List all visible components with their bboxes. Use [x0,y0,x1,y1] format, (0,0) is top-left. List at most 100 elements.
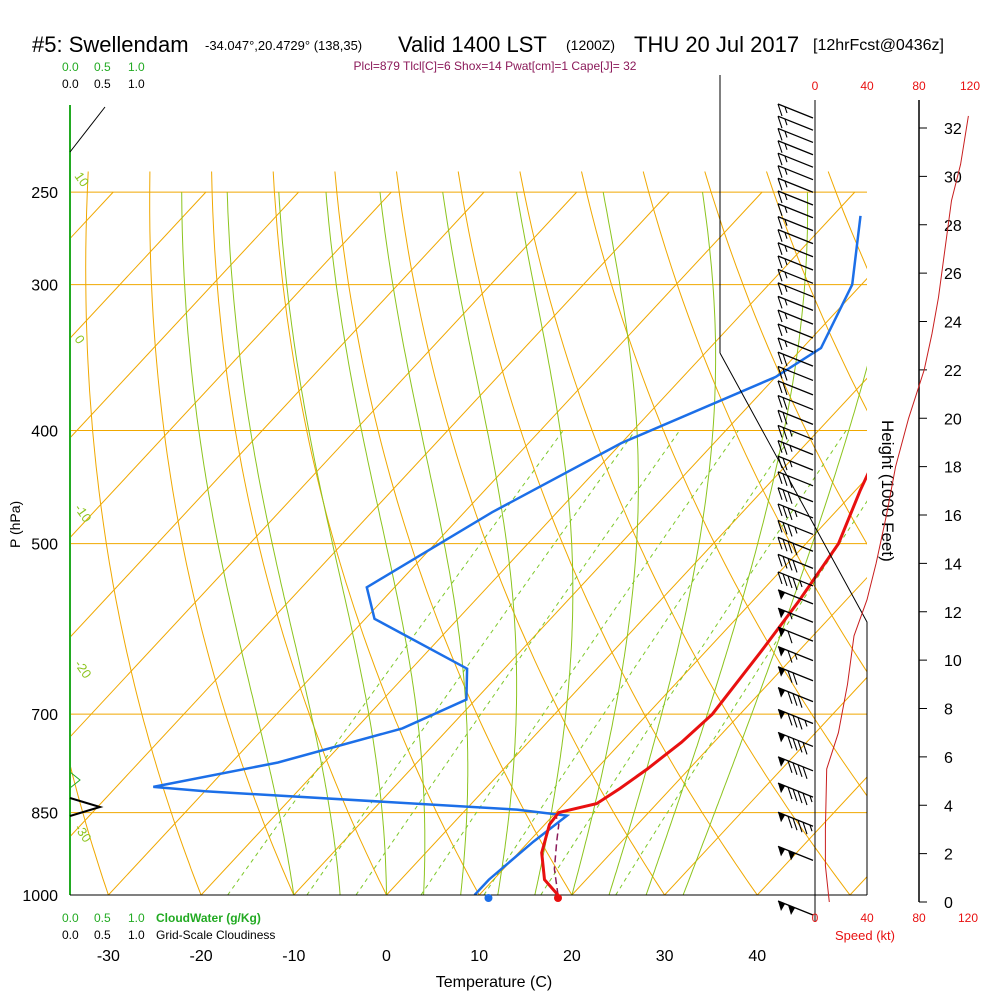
wind-barb-shaft [777,394,814,411]
wind-barbs [777,103,814,916]
wind-barb-half-flag [794,653,798,660]
wind-barb-shaft [777,487,814,503]
isotherm-line [943,192,1000,895]
pressure-label-850: 850 [31,806,58,823]
mixing-ratio-line-5 [420,430,739,895]
height-label-10: 10 [944,653,962,670]
dry-adiabat-lines: 100-10-20-30 [70,169,867,895]
wind-barb [777,756,814,779]
wind-barb-flag [777,520,783,533]
wind-barb-flag [777,537,783,550]
wind-barb-flag [787,650,793,663]
wind-barb-shaft [777,687,814,703]
sounding-traces [153,215,867,895]
cloud-scale-bottom: 0.0 0.5 1.0 CloudWater (g/Kg) 0.0 0.5 1.… [62,911,275,942]
height-label-26: 26 [944,266,962,283]
wind-barb [777,455,814,471]
wind-barb-shaft [777,536,814,552]
speed-tick-bottom-0: 0 [812,911,819,925]
wind-barb-flag [777,282,783,295]
cloudwater-bottom-tick-2: 1.0 [128,911,145,925]
dry-adiabat-line [396,171,666,895]
wind-barb [777,589,814,605]
cloud-marker-green [69,770,81,790]
wind-barb-flag [787,736,793,749]
wind-barb-shaft [777,337,814,353]
wind-barb-shaft [777,380,814,396]
wind-barb-shaft [777,295,814,311]
cloudwater-bottom-tick-1: 0.5 [94,911,111,925]
wind-barb-pennant [778,627,785,638]
wind-barb-pennant [778,687,785,698]
wind-barb-flag [787,670,793,683]
isotherm-line [664,676,867,895]
adiabat-label--20: -20 [72,657,95,681]
wind-barb [777,337,814,353]
wind-barb-shaft [777,589,814,605]
cloudiness-bottom-tick-2: 1.0 [128,928,145,942]
dry-adiabat-line [519,171,851,895]
temperature-label--30: -30 [97,948,120,965]
wind-barb-flag [777,309,783,323]
wind-barb-pennant [778,812,785,823]
wind-barb-shaft [777,782,814,798]
wind-barb-half-flag [799,580,803,588]
wind-barb-flag [777,242,783,255]
moist-adiabat-line [181,192,295,895]
height-label-12: 12 [944,605,962,622]
wind-barb-flag [782,539,788,552]
wind-barb-flag [782,382,788,396]
wind-barb-flag [777,366,783,379]
moist-adiabat-line [442,192,518,895]
height-label-30: 30 [944,169,962,186]
wind-barb-flag [782,505,788,519]
wind-barb [777,380,814,396]
wind-barb [777,687,814,708]
isotherm-line [70,191,578,738]
wind-barb-half-flag [794,510,798,518]
wind-barb-flag [797,717,803,730]
wind-barb [777,782,814,806]
isotherm-line [849,875,867,895]
wind-barb-flag [792,818,798,831]
temperature-axis-label: Temperature (C) [436,974,552,991]
dry-adiabat-line [334,171,573,895]
wind-barb-flag [782,427,788,440]
isotherm-line [70,191,670,838]
isotherm-label-30: 30 [927,569,958,600]
speed-axis-label: Speed (kt) [835,928,895,943]
wind-barb-half-flag [784,258,788,266]
wind-barb-half-flag [804,720,808,727]
surface-dewpoint-marker [484,894,493,902]
dry-adiabat-line [272,171,480,895]
height-label-2: 2 [944,847,953,864]
wind-barb-flag [797,790,803,804]
wind-barb-flag [777,165,783,178]
cloudwater-tick-1: 0.5 [94,60,111,74]
mixing-ratio-line-12 [540,430,847,895]
wind-barb-flag [792,738,798,751]
wind-barb-flag [787,524,793,537]
wind-barb-flag [792,672,798,685]
wind-barb-half-flag [809,825,813,832]
wind-barb-half-flag [784,326,788,334]
wind-barb-flag [777,190,783,204]
wind-barb [777,845,814,861]
wind-barb-shaft [777,756,814,772]
wind-barb [777,295,814,311]
cloudwater-label: CloudWater (g/Kg) [156,911,261,925]
dry-adiabat-line [149,171,295,895]
wind-barb-flag [787,713,793,726]
wind-barb [777,440,814,456]
wind-barb-flag [792,560,798,573]
height-label-6: 6 [944,750,953,767]
wind-barb [777,229,814,245]
wind-barb-flag [782,412,788,425]
wind-barb-shaft [777,282,814,298]
wind-barb-half-flag [784,131,788,138]
wind-barb [777,731,814,755]
wind-barb-half-flag [784,168,788,175]
wind-barb-flag [802,792,808,806]
surface-temperature-marker [553,894,562,902]
upper-boundary-line [719,352,868,895]
